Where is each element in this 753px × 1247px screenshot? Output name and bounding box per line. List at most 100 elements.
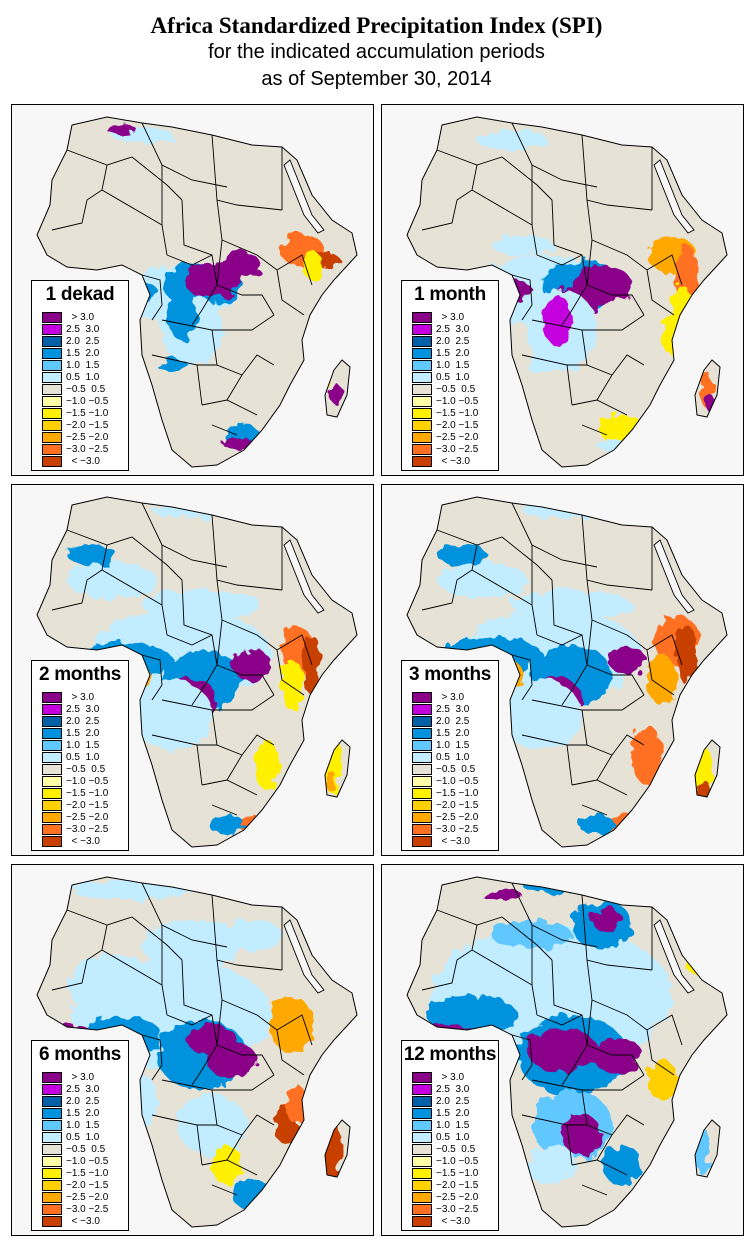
country-border bbox=[211, 1184, 238, 1196]
legend-swatch bbox=[42, 396, 62, 407]
spi-anomaly-region bbox=[270, 997, 314, 1053]
legend-swatch bbox=[42, 776, 62, 787]
legend-entry: 0.5 1.0 bbox=[42, 1132, 126, 1144]
legend-swatch bbox=[412, 1120, 432, 1131]
legend-entry: 0.5 1.0 bbox=[412, 752, 496, 764]
country-border bbox=[256, 634, 313, 666]
spi-anomaly-region bbox=[512, 590, 632, 620]
madagascar-coastline bbox=[324, 739, 351, 798]
panel-period-label: 12 months bbox=[403, 1044, 497, 1065]
legend-swatch bbox=[42, 1192, 62, 1203]
spi-anomaly-region bbox=[302, 251, 322, 279]
country-border bbox=[211, 134, 283, 211]
legend-entry: −0.5 0.5 bbox=[42, 1144, 126, 1156]
country-border bbox=[511, 274, 533, 321]
legend-label: 2.0 2.5 bbox=[436, 716, 470, 727]
country-border bbox=[212, 1074, 275, 1091]
spi-anomaly-region bbox=[127, 1075, 157, 1125]
legend-entry: > 3.0 bbox=[42, 1072, 126, 1084]
coastline bbox=[406, 876, 728, 1228]
spi-anomaly-region bbox=[280, 660, 304, 710]
legend-label: 1.0 1.5 bbox=[66, 1120, 100, 1131]
legend-swatch bbox=[412, 372, 432, 383]
legend-swatch bbox=[42, 716, 62, 727]
spi-map-panel: 3 months > 3.0 2.5 3.0 2.0 2.5 1.5 2.0 1.0 1… bbox=[381, 484, 744, 856]
spi-legend: 1 dekad > 3.0 2.5 3.0 2.0 2.5 1.5 2.0 1.0 1.… bbox=[31, 280, 129, 471]
legend-label: < −3.0 bbox=[66, 1216, 100, 1227]
legend-swatch bbox=[42, 836, 62, 847]
legend-entry: 1.0 1.5 bbox=[42, 360, 126, 372]
legend-swatch bbox=[412, 740, 432, 751]
panel-period-label: 1 month bbox=[414, 284, 486, 305]
country-border bbox=[436, 149, 553, 201]
legend-swatch bbox=[42, 788, 62, 799]
country-border bbox=[421, 164, 478, 231]
legend-entry: −1.5 −1.0 bbox=[412, 1168, 496, 1180]
legend-label: > 3.0 bbox=[66, 312, 95, 323]
legend-swatch bbox=[42, 372, 62, 383]
legend-label: −0.5 0.5 bbox=[436, 764, 476, 775]
country-border bbox=[161, 699, 243, 756]
legend-entry: 1.5 2.0 bbox=[42, 728, 126, 740]
legend-entry: −3.0 −2.5 bbox=[412, 824, 496, 836]
country-border bbox=[141, 274, 163, 321]
country-border bbox=[511, 1034, 533, 1081]
spi-anomaly-region bbox=[222, 437, 252, 449]
country-border bbox=[256, 254, 313, 286]
legend-swatch bbox=[42, 812, 62, 823]
legend-swatch bbox=[412, 764, 432, 775]
country-border bbox=[191, 239, 223, 326]
country-border bbox=[211, 894, 283, 971]
legend-swatch bbox=[42, 408, 62, 419]
spi-anomaly-region bbox=[142, 590, 262, 620]
spi-anomaly-region bbox=[322, 1120, 342, 1180]
spi-anomaly-region bbox=[72, 880, 192, 900]
legend-entry: > 3.0 bbox=[42, 312, 126, 324]
legend-entry: −0.5 0.5 bbox=[412, 764, 496, 776]
legend-label: −1.5 −1.0 bbox=[436, 1168, 479, 1179]
spi-anomaly-region bbox=[427, 995, 517, 1035]
panel-period-label: 2 months bbox=[38, 664, 122, 685]
legend-entry: −2.5 −2.0 bbox=[412, 812, 496, 824]
spi-anomaly-region bbox=[132, 680, 212, 750]
legend-entry: −2.0 −1.5 bbox=[42, 420, 126, 432]
spi-legend: 2 months > 3.0 2.5 3.0 2.0 2.5 1.5 2.0 1.0 1… bbox=[31, 660, 129, 851]
legend-label: 0.5 1.0 bbox=[66, 752, 100, 763]
legend-entry: 1.0 1.5 bbox=[42, 1120, 126, 1132]
legend-entry: 1.0 1.5 bbox=[412, 740, 496, 752]
legend-label: −2.0 −1.5 bbox=[436, 1180, 479, 1191]
legend-label: < −3.0 bbox=[436, 456, 470, 467]
coastline bbox=[36, 876, 358, 1228]
legend-entry: 2.0 2.5 bbox=[412, 716, 496, 728]
legend-label: −3.0 −2.5 bbox=[436, 824, 479, 835]
spi-anomaly-region bbox=[632, 725, 662, 785]
legend-swatch bbox=[412, 836, 432, 847]
legend-swatch bbox=[42, 1216, 62, 1227]
legend-swatch bbox=[412, 420, 432, 431]
legend-label: −2.0 −1.5 bbox=[436, 800, 479, 811]
spi-anomaly-region bbox=[156, 359, 188, 371]
country-border bbox=[511, 654, 533, 701]
legend-swatch bbox=[412, 1132, 432, 1143]
country-border bbox=[586, 1044, 645, 1076]
legend-swatch bbox=[412, 776, 432, 787]
legend-label: < −3.0 bbox=[66, 456, 100, 467]
legend-label: 2.5 3.0 bbox=[66, 1084, 100, 1095]
legend-swatch bbox=[412, 716, 432, 727]
legend-label: −3.0 −2.5 bbox=[66, 824, 109, 835]
legend-label: 2.0 2.5 bbox=[66, 336, 100, 347]
legend-label: 1.5 2.0 bbox=[66, 1108, 100, 1119]
legend-swatch bbox=[42, 704, 62, 715]
country-border bbox=[561, 999, 593, 1086]
legend-swatch bbox=[42, 824, 62, 835]
legend-label: −0.5 0.5 bbox=[436, 384, 476, 395]
spi-anomaly-region bbox=[662, 315, 682, 355]
spi-map-panel: 6 months > 3.0 2.5 3.0 2.0 2.5 1.5 2.0 1.0 1… bbox=[11, 864, 374, 1236]
country-border bbox=[611, 354, 645, 376]
country-border bbox=[531, 319, 613, 376]
spi-anomaly-region bbox=[527, 1028, 597, 1072]
legend-entry: 2.0 2.5 bbox=[42, 336, 126, 348]
legend-swatch bbox=[412, 348, 432, 359]
country-border bbox=[141, 882, 228, 948]
country-border bbox=[581, 894, 653, 971]
